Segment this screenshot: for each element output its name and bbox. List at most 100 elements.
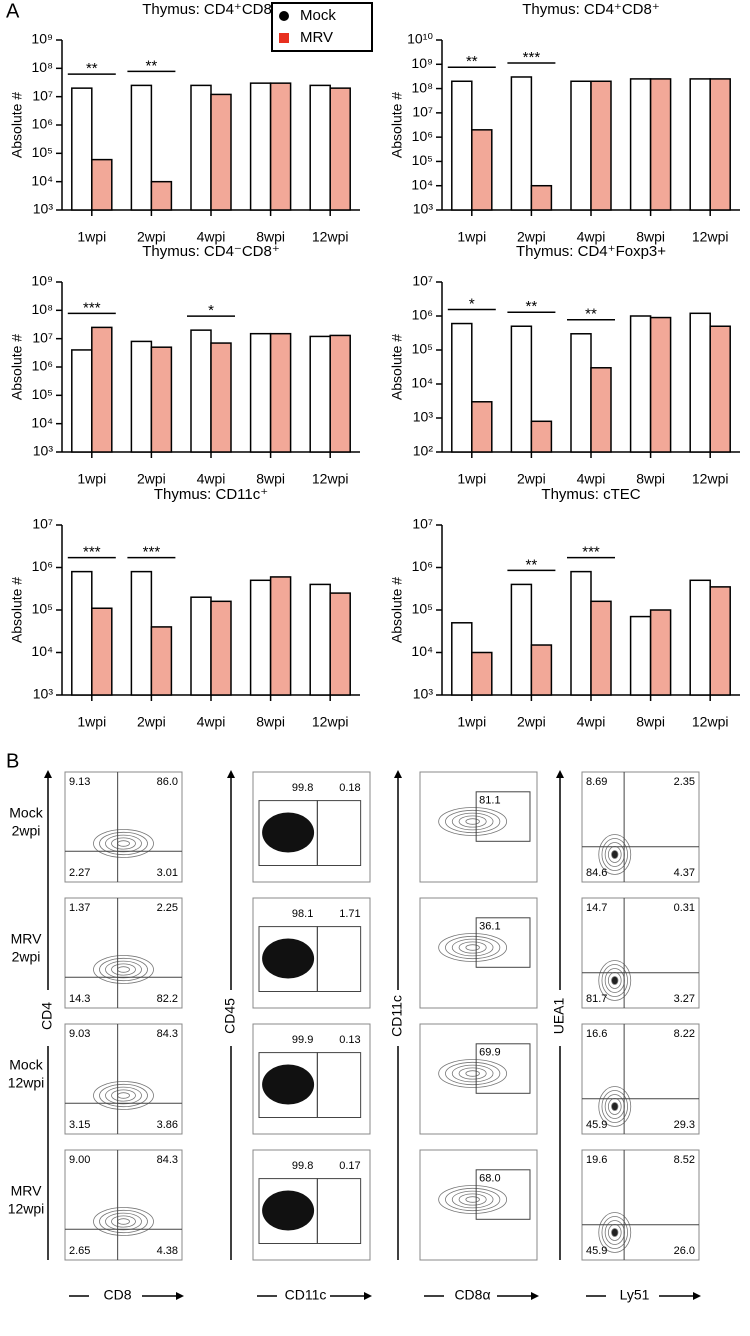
y-axis-label: Absolute # <box>9 334 25 400</box>
contour <box>445 1061 501 1086</box>
contour <box>105 1212 142 1231</box>
significance-label: * <box>469 296 475 313</box>
x-tick-label: 4wpi <box>197 714 226 730</box>
contour <box>111 837 136 850</box>
x-tick-label: 8wpi <box>636 471 665 487</box>
contour <box>438 807 508 836</box>
significance-label: *** <box>83 544 101 561</box>
bar <box>689 312 711 453</box>
y-tick-label: 10⁴ <box>411 643 433 659</box>
bar <box>471 401 493 453</box>
gate-value: 19.6 <box>586 1154 607 1166</box>
x-tick-label: 4wpi <box>577 471 606 487</box>
y-tick-label: 10⁴ <box>411 176 433 192</box>
gate-value: 3.15 <box>69 1119 90 1131</box>
y-axis-label: Absolute # <box>9 92 25 158</box>
x-tick-label: 4wpi <box>577 229 606 245</box>
x-tick-label: 8wpi <box>256 714 285 730</box>
significance-label: ** <box>146 57 158 74</box>
chart-panel: Thymus: CD4⁺CD8⁺ Absolute # 10³ 10⁴ 10⁵ 10⁶ 10… <box>389 1 740 245</box>
y-axis-label: Absolute # <box>389 334 405 400</box>
gate-value: 9.03 <box>69 1028 90 1040</box>
y-axis-label: CD4 <box>39 1002 55 1030</box>
row-label: 2wpi <box>12 823 41 839</box>
y-tick-label: 10³ <box>33 201 54 217</box>
gate-value: 8.22 <box>674 1028 695 1040</box>
significance-label: ** <box>86 60 98 77</box>
x-axis-label: CD11c <box>285 1287 327 1303</box>
bar <box>709 586 731 696</box>
bar <box>510 76 533 211</box>
contour <box>465 1070 480 1077</box>
gate-value: 3.01 <box>157 867 178 879</box>
contour <box>451 1190 494 1209</box>
bar <box>150 346 173 453</box>
y-tick-label: 10³ <box>33 686 54 702</box>
plot-frame <box>64 771 183 883</box>
contour <box>458 941 487 954</box>
gate-box <box>316 926 362 992</box>
plot-frame <box>64 1023 183 1135</box>
contour <box>99 957 148 982</box>
plot-frame <box>419 897 538 1009</box>
gate-value: 2.27 <box>69 867 90 879</box>
gate-value: 8.52 <box>674 1154 695 1166</box>
contour <box>99 1083 148 1108</box>
gate-value: 99.9 <box>292 1034 313 1046</box>
x-tick-label: 12wpi <box>312 714 349 730</box>
gate-value: 14.7 <box>586 902 607 914</box>
x-tick-label: 12wpi <box>692 714 729 730</box>
gate-value: 3.27 <box>674 993 695 1005</box>
contour <box>445 935 501 960</box>
contour <box>93 955 154 984</box>
significance-label: *** <box>582 544 600 561</box>
contour <box>601 838 628 871</box>
gate-value: 3.86 <box>157 1119 178 1131</box>
panel-label: A <box>6 0 20 22</box>
y-tick-label: 10³ <box>33 443 54 459</box>
contour <box>601 1216 628 1249</box>
y-tick-label: 10⁵ <box>412 601 433 617</box>
plot-frame <box>581 1149 700 1261</box>
bar <box>130 570 153 696</box>
contour <box>438 933 508 962</box>
legend-marker <box>279 11 289 21</box>
gate-value: 81.7 <box>586 993 607 1005</box>
gate-value: 2.35 <box>674 776 695 788</box>
y-tick-label: 10⁸ <box>32 301 54 317</box>
gate-value: 86.0 <box>157 776 178 788</box>
gate-value: 84.6 <box>586 867 607 879</box>
bar <box>210 600 232 696</box>
bar <box>130 84 153 211</box>
plot-frame <box>581 1023 700 1135</box>
y-tick-label: 10¹⁰ <box>407 31 433 47</box>
bar <box>689 78 711 211</box>
gate-value: 98.1 <box>292 908 313 920</box>
bar <box>269 576 292 696</box>
bar <box>451 322 473 453</box>
bar <box>530 184 553 211</box>
row-label: Mock <box>9 1057 43 1073</box>
row-label: MRV <box>11 1183 43 1199</box>
gate-value: 1.37 <box>69 902 90 914</box>
gate-value: 36.1 <box>479 921 500 933</box>
gate-value: 16.6 <box>586 1028 607 1040</box>
y-tick-label: 10⁴ <box>31 414 53 430</box>
y-tick-label: 10⁹ <box>31 31 53 47</box>
contour <box>465 944 480 951</box>
bar <box>510 583 533 696</box>
y-tick-label: 10⁴ <box>31 172 53 188</box>
bar <box>530 644 553 696</box>
chart-panel: Thymus: CD11c⁺ Absolute # 10³ 10⁴ 10⁵ 10⁶ 10⁷ 1… <box>9 486 360 730</box>
gate-value: 26.0 <box>674 1245 695 1257</box>
contour <box>598 960 632 1001</box>
y-tick-label: 10⁶ <box>32 558 53 574</box>
bar <box>190 329 212 453</box>
contour <box>465 1196 480 1203</box>
y-tick-label: 10⁷ <box>32 516 53 532</box>
contour <box>601 1090 628 1123</box>
gate-value: 68.0 <box>479 1173 500 1185</box>
y-tick-label: 10⁷ <box>412 104 433 120</box>
significance-label: ** <box>466 53 478 70</box>
